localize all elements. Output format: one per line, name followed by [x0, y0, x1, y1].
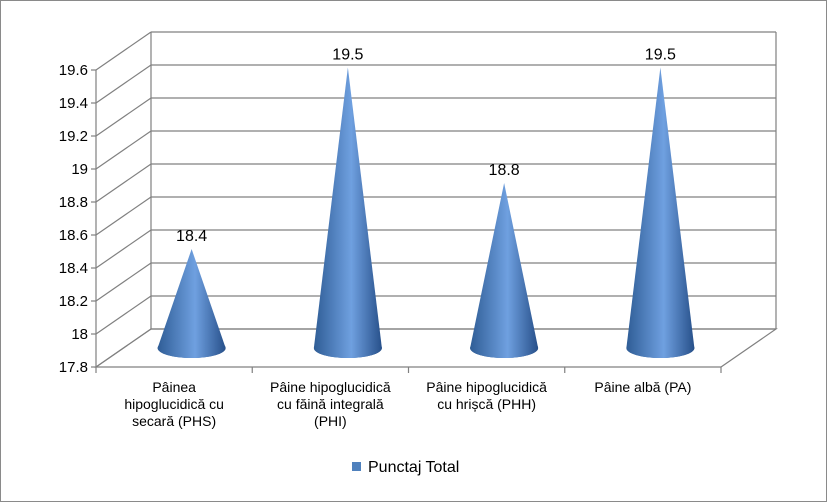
- cone-body: [626, 67, 695, 358]
- x-category-line: Pâinea: [152, 379, 196, 395]
- gridline-diagonal: [95, 163, 152, 203]
- cone: 18.8: [470, 162, 539, 358]
- y-tick-label: 19.4: [59, 95, 88, 112]
- gridline-diagonal: [95, 229, 152, 269]
- x-category-line: cu făină integrală: [277, 396, 384, 412]
- data-label: 19.5: [332, 47, 363, 64]
- x-category-line: Pâine hipoglucidică: [426, 379, 547, 395]
- cone-body: [157, 249, 226, 358]
- y-tick-label: 17.8: [59, 359, 88, 376]
- data-label: 18.8: [489, 162, 520, 179]
- y-tick-label: 18.6: [59, 227, 88, 244]
- cone: 19.5: [626, 47, 695, 358]
- cone-body: [470, 183, 539, 358]
- y-tick-label: 19.6: [59, 62, 88, 79]
- gridline-diagonal: [95, 196, 152, 236]
- gridline-diagonal: [95, 262, 152, 302]
- y-tick-label: 18: [71, 326, 88, 343]
- gridline-diagonal: [95, 130, 152, 170]
- legend-swatch: [352, 462, 361, 471]
- x-category-line: cu hrișcă (PHH): [437, 396, 536, 412]
- legend: Punctaj Total: [352, 459, 459, 476]
- floor: [94, 328, 778, 373]
- x-category-line: Pâine albă (PA): [594, 379, 691, 395]
- data-label: 19.5: [645, 47, 676, 64]
- x-category-line: hipoglucidică cu: [124, 396, 224, 412]
- gridline-diagonal: [95, 97, 152, 137]
- x-axis-labels: Pâinea hipoglucidică cu secară (PHS) Pâine …: [124, 379, 691, 429]
- cone-body: [313, 67, 382, 358]
- y-tick-label: 18.2: [59, 293, 88, 310]
- y-tick-label: 19: [71, 161, 88, 178]
- gridline-diagonal: [95, 295, 152, 335]
- cone: 19.5: [313, 47, 382, 358]
- gridline-diagonal: [95, 64, 152, 104]
- floor-outline: [94, 328, 778, 368]
- x-category-label: Pâine hipoglucidică cu făină integrală (PH…: [270, 379, 391, 429]
- x-category-label: Pâine albă (PA): [594, 379, 691, 395]
- x-category-label: Pâine hipoglucidică cu hrișcă (PHH): [426, 379, 547, 412]
- x-category-line: (PHI): [314, 413, 347, 429]
- cone: 18.4: [157, 228, 226, 358]
- data-label: 18.4: [176, 228, 207, 245]
- x-category-line: Pâine hipoglucidică: [270, 379, 391, 395]
- x-category-label: Pâinea hipoglucidică cu secară (PHS): [124, 379, 224, 429]
- y-tick-label: 19.2: [59, 128, 88, 145]
- gridline-diagonal: [95, 31, 152, 71]
- x-category-line: secară (PHS): [132, 413, 216, 429]
- y-tick-label: 18.4: [59, 260, 88, 277]
- y-axis: 17.8 18 18.2 18.4 18.6 18.8 19 19.2 19.4 19.6: [59, 62, 96, 376]
- y-tick-label: 18.8: [59, 194, 88, 211]
- cones: 18.4 19.5 18.8 19.5: [157, 47, 695, 358]
- legend-label: Punctaj Total: [368, 459, 459, 476]
